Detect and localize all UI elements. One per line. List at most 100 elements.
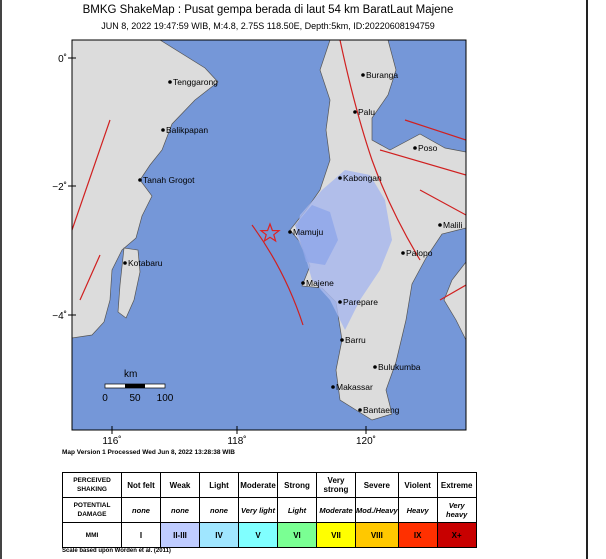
scale-label: 50 — [129, 393, 141, 404]
lon-label: 120˚ — [356, 435, 376, 447]
place-label: Malili — [443, 220, 462, 230]
scale-bar-segment — [125, 384, 145, 388]
place-dot — [123, 261, 127, 265]
place-dot — [438, 223, 442, 227]
place-label: Bulukumba — [378, 362, 421, 372]
intensity-overlay-inner — [295, 205, 338, 265]
fault-line — [339, 40, 421, 261]
map-title: BMKG ShakeMap : Pusat gempa berada di la… — [83, 4, 454, 16]
place-label: Balikpapan — [166, 125, 208, 135]
place-label: Mamuju — [293, 227, 324, 237]
place-dot — [413, 146, 417, 150]
place-dot — [338, 176, 342, 180]
legend-cell: Very strong — [316, 472, 356, 498]
legend-cell: none — [199, 497, 239, 523]
place-label: Makassar — [336, 382, 373, 392]
fault-line — [419, 189, 466, 216]
legend-cell: X+ — [436, 522, 477, 548]
legend-cell: Very light — [238, 497, 278, 523]
place-label: Poso — [418, 143, 438, 153]
legend-cell: none — [160, 497, 200, 523]
legend-cell: I — [121, 522, 161, 548]
legend-cell: Not felt — [121, 472, 161, 498]
legend-row-label: POTENTIAL DAMAGE — [62, 497, 122, 523]
legend-cell: Weak — [160, 472, 200, 498]
legend-cell: Light — [199, 472, 239, 498]
place-dot — [401, 251, 405, 255]
fault-line — [404, 119, 466, 141]
place-label: Barru — [345, 335, 366, 345]
fault-line — [72, 119, 111, 231]
fault-line — [251, 224, 304, 326]
legend-row: MMI I II-III IV V VI VII VIII IX X+ — [62, 522, 477, 548]
place-label: Majene — [306, 278, 334, 288]
legend-cell: Strong — [277, 472, 317, 498]
lon-label: 116˚ — [102, 435, 121, 447]
legend-cell: Extreme — [436, 472, 477, 498]
legend-cell: VI — [277, 522, 317, 548]
lon-label: 118˚ — [227, 435, 246, 447]
fault-line — [439, 284, 466, 301]
intensity-legend: PERCEIVED SHAKING Not felt Weak Light Modera… — [62, 472, 477, 548]
legend-cell: Moderate — [316, 497, 356, 523]
legend-cell: II-III — [160, 522, 200, 548]
legend-row-label: PERCEIVED SHAKING — [62, 472, 122, 498]
scale-bar — [104, 383, 166, 389]
place-dot — [161, 128, 165, 132]
fault-line — [79, 254, 101, 301]
place-dot — [361, 73, 365, 77]
lat-label: −4˚ — [52, 310, 67, 322]
place-dot — [373, 365, 377, 369]
legend-cell: Light — [277, 497, 317, 523]
legend-cell: Very heavy — [436, 497, 477, 523]
right-edge — [586, 0, 588, 559]
legend-cell: IX — [397, 522, 438, 548]
legend-cell: VII — [316, 522, 356, 548]
legend-row: PERCEIVED SHAKING Not felt Weak Light Modera… — [62, 472, 477, 498]
place-dot — [358, 408, 362, 412]
place-label: Tenggarong — [173, 77, 218, 87]
place-dot — [288, 230, 292, 234]
place-dot — [340, 338, 344, 342]
lat-label: −2˚ — [52, 181, 67, 193]
legend-cell: none — [121, 497, 161, 523]
left-edge — [0, 0, 2, 559]
legend-cell: Mod./Heavy — [355, 497, 399, 523]
legend-cell: Moderate — [238, 472, 278, 498]
place-dot — [301, 281, 305, 285]
faults — [72, 40, 466, 326]
map-subtitle: JUN 8, 2022 19:47:59 WIB, M:4.8, 2.75S 1… — [101, 21, 435, 31]
map-frame — [71, 39, 467, 431]
legend-cell: Severe — [355, 472, 399, 498]
place-dot — [168, 80, 172, 84]
legend-cell: IV — [199, 522, 239, 548]
legend-cell: V — [238, 522, 278, 548]
laut-island — [117, 247, 141, 319]
lat-label: 0˚ — [58, 53, 67, 65]
epicenter — [259, 222, 281, 243]
place-dot — [331, 385, 335, 389]
legend-row: POTENTIAL DAMAGE none none none Very light Li… — [62, 497, 477, 523]
borneo — [72, 40, 219, 339]
place-dot — [338, 300, 342, 304]
place-label: Buranga — [366, 70, 398, 80]
place-label: Palu — [358, 107, 375, 117]
scale-label: 100 — [157, 393, 174, 404]
legend-row-label: MMI — [62, 522, 122, 548]
fault-line — [379, 149, 466, 176]
place-label: Tanah Grogot — [143, 175, 195, 185]
scale-unit: km — [124, 369, 137, 380]
place-label: Bantaeng — [363, 405, 400, 415]
legend-note: Scale based upon Worden et al. (2011) — [62, 548, 171, 554]
legend-cell: Violent — [397, 472, 438, 498]
place-label: Kabongan — [343, 173, 382, 183]
place-label: Parepare — [343, 297, 378, 307]
place-label: Palopo — [406, 248, 433, 258]
place-dot — [353, 110, 357, 114]
scale-label: 0 — [102, 393, 108, 404]
place-label: Kotabaru — [128, 258, 163, 268]
legend-cell: Heavy — [397, 497, 438, 523]
legend-cell: VIII — [355, 522, 399, 548]
